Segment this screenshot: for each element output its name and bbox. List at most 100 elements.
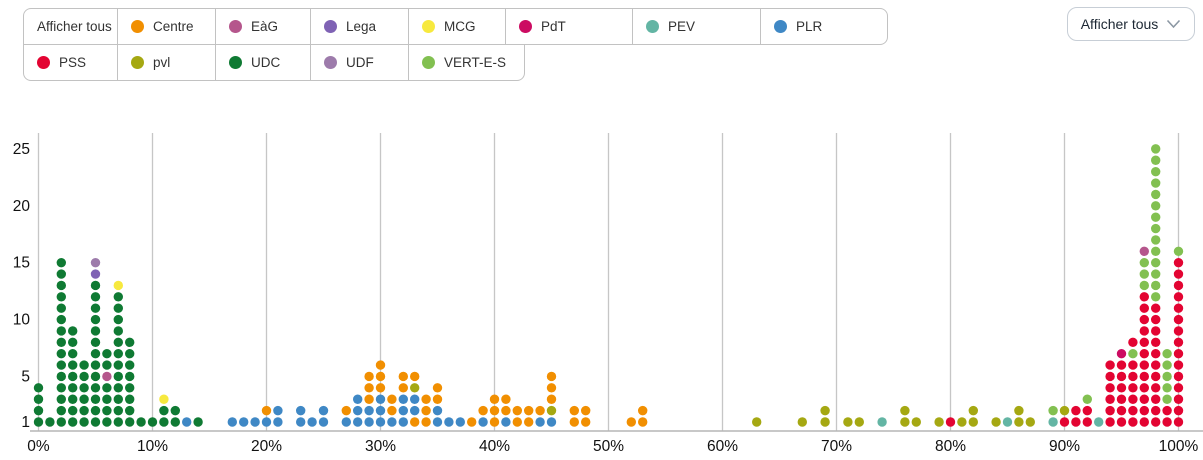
dot-pss — [1128, 394, 1138, 404]
dot-vert-e-s — [1162, 394, 1172, 404]
party-filter-dropdown[interactable]: Afficher tous — [1067, 7, 1195, 41]
legend-item-vert-e-s[interactable]: VERT-E-S — [408, 44, 525, 81]
dot-pss — [1173, 326, 1184, 336]
dot-centre — [421, 394, 431, 404]
legend-item-pdt[interactable]: PdT — [505, 8, 633, 45]
dot-plr — [501, 417, 511, 427]
dot-pss — [1139, 303, 1150, 313]
dot-plr — [535, 417, 545, 427]
legend-item-udc[interactable]: UDC — [215, 44, 311, 81]
legend-item-label: Afficher tous — [37, 19, 112, 34]
legend-item-centre[interactable]: Centre — [117, 8, 216, 45]
dot-udc — [159, 405, 169, 416]
dot-plr — [432, 405, 443, 416]
dot-mcg — [159, 394, 169, 404]
dot-pss — [1173, 337, 1184, 348]
dot-centre — [410, 417, 420, 427]
dot-udc — [113, 405, 124, 416]
dot-udc — [193, 417, 203, 427]
legend-item-udf[interactable]: UDF — [310, 44, 409, 81]
legend-item-plr[interactable]: PLR — [760, 8, 888, 45]
dot-udc — [33, 405, 44, 416]
dot-udc — [68, 394, 78, 404]
dot-udc — [102, 383, 112, 393]
dot-pss — [1105, 360, 1115, 370]
dot-centre — [546, 394, 557, 404]
dot-pss — [1151, 360, 1161, 370]
dot-pvl — [1025, 417, 1036, 427]
dot-udc — [102, 360, 112, 370]
dot-centre — [467, 417, 477, 427]
dot-pss — [1151, 314, 1161, 325]
dot-udc — [102, 417, 112, 427]
party-color-swatch — [131, 20, 144, 33]
party-color-swatch — [774, 20, 787, 33]
dot-centre — [375, 383, 386, 393]
party-color-swatch — [324, 56, 337, 69]
dot-pss — [1139, 337, 1150, 348]
dot-pss — [1139, 394, 1150, 404]
chevron-down-icon — [1167, 19, 1181, 29]
dot-pvl — [900, 417, 910, 427]
dot-mcg — [113, 280, 124, 291]
dot-centre — [364, 383, 374, 393]
dot-centre — [432, 394, 443, 404]
dot-plr — [353, 417, 363, 427]
dot-centre — [398, 383, 408, 393]
dot-vert-e-s — [1139, 280, 1150, 291]
legend-item-pvl[interactable]: pvl — [117, 44, 216, 81]
dot-udc — [79, 394, 89, 404]
dot-udc — [68, 326, 78, 336]
dot-plr — [353, 394, 363, 404]
dot-udc — [79, 417, 89, 427]
x-tick-label: 40% — [479, 438, 510, 455]
y-tick-label: 10 — [13, 312, 31, 329]
dot-plr — [410, 394, 420, 404]
dot-pss — [1116, 360, 1127, 370]
dot-udc — [90, 280, 101, 291]
dot-udc — [68, 417, 78, 427]
dot-udc — [125, 360, 135, 370]
dot-udc — [56, 269, 66, 279]
dot-pss — [1173, 303, 1184, 313]
dot-pss — [1105, 417, 1115, 427]
dot-udc — [113, 394, 124, 404]
dot-udc — [113, 349, 124, 359]
x-tick-label: 30% — [365, 438, 396, 455]
legend-item-label: pvl — [153, 55, 171, 70]
dot-centre — [261, 405, 272, 416]
legend-item-afficher-tous[interactable]: Afficher tous — [23, 8, 118, 45]
dot-pss — [1173, 269, 1184, 279]
dot-centre — [489, 405, 500, 416]
dot-centre — [387, 405, 397, 416]
dot-centre — [512, 405, 522, 416]
dot-udc — [113, 292, 124, 302]
dot-vert-e-s — [1151, 257, 1161, 268]
dot-pss — [1173, 417, 1184, 427]
dot-vert-e-s — [1151, 292, 1161, 302]
dot-pss — [1173, 314, 1184, 325]
dot-centre — [478, 405, 488, 416]
dot-centre — [364, 394, 374, 404]
dot-vert-e-s — [1151, 166, 1161, 177]
legend-item-lega[interactable]: Lega — [310, 8, 409, 45]
dot-udc — [56, 292, 66, 302]
dot-udc — [113, 326, 124, 336]
dot-pss — [945, 417, 956, 427]
dot-centre — [489, 417, 500, 427]
dot-plr — [432, 417, 443, 427]
dot-vert-e-s — [1173, 246, 1184, 256]
legend-item-pss[interactable]: PSS — [23, 44, 118, 81]
dot-udc — [68, 337, 78, 348]
dot-pss — [1173, 280, 1184, 291]
dot-pvl — [1014, 417, 1024, 427]
dot-udc — [56, 326, 66, 336]
dot-pss — [1151, 405, 1161, 416]
dot-pss — [1139, 417, 1150, 427]
dot-vert-e-s — [1139, 257, 1150, 268]
legend-item-pev[interactable]: PEV — [632, 8, 761, 45]
dot-pss — [1059, 417, 1070, 427]
dot-pss — [1128, 417, 1138, 427]
legend-item-mcg[interactable]: MCG — [408, 8, 506, 45]
dot-plr — [250, 417, 260, 427]
